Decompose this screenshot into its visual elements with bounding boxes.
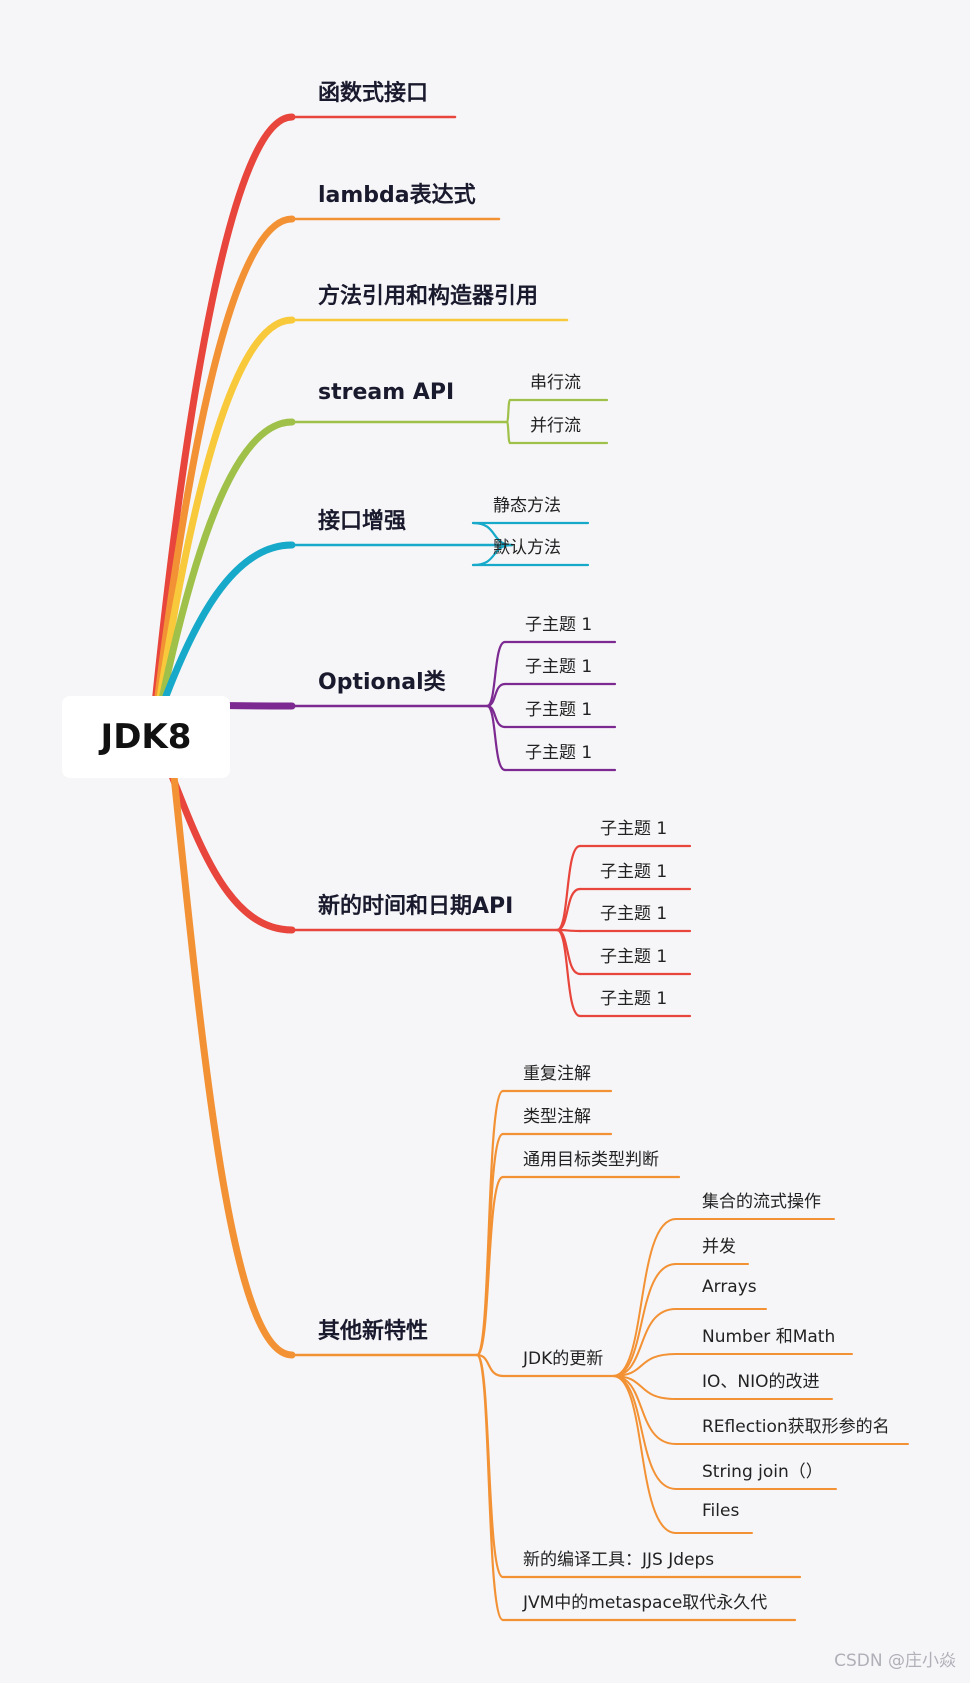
leaf-label-6[interactable]: REflection获取形参的名 [702, 1417, 890, 1437]
sub-label-6-4[interactable]: 子主题 1 [525, 743, 593, 763]
sub-connector-4-2 [505, 420, 512, 445]
leaf-label-8[interactable]: Files [702, 1501, 740, 1521]
branch-connector-1 [151, 113, 296, 708]
branch-label-6[interactable]: Optional类 [318, 670, 446, 695]
leaf-label-3[interactable]: Arrays [702, 1277, 757, 1297]
sub-label-6-1[interactable]: 子主题 1 [525, 615, 593, 635]
leaf-label-1[interactable]: 集合的流式操作 [702, 1192, 821, 1212]
sub-label-8-4[interactable]: JDK的更新 [523, 1349, 604, 1369]
sub-connector-7-5 [555, 928, 582, 1018]
branch-label-8[interactable]: 其他新特性 [318, 1319, 429, 1344]
sub-connector-8-3 [475, 1175, 505, 1357]
sub-label-5-1[interactable]: 静态方法 [493, 496, 561, 516]
sub-label-6-3[interactable]: 子主题 1 [525, 700, 593, 720]
sub-label-8-6[interactable]: JVM中的metaspace取代永久代 [523, 1593, 768, 1613]
leaf-connector-3 [612, 1308, 677, 1377]
leaf-label-7[interactable]: String join（） [702, 1462, 823, 1482]
branch-connector-5 [159, 541, 296, 708]
sub-label-7-2[interactable]: 子主题 1 [600, 862, 668, 882]
sub-connector-7-1 [555, 844, 582, 932]
sub-label-6-2[interactable]: 子主题 1 [525, 657, 593, 677]
sub-label-7-1[interactable]: 子主题 1 [600, 819, 668, 839]
branch-connector-7 [168, 772, 296, 934]
sub-connector-7-2 [555, 887, 582, 932]
sub-label-8-1[interactable]: 重复注解 [523, 1064, 591, 1084]
sub-label-7-3[interactable]: 子主题 1 [600, 904, 668, 924]
branch-label-5[interactable]: 接口增强 [318, 509, 407, 534]
branch-label-2[interactable]: lambda表达式 [318, 183, 476, 208]
sub-connector-7-4 [555, 928, 582, 976]
branch-connector-2 [153, 215, 296, 708]
leaf-connector-4 [612, 1353, 677, 1377]
sub-connector-8-4 [475, 1353, 505, 1378]
watermark: CSDN @庄小焱 [834, 1651, 956, 1671]
sub-label-8-2[interactable]: 类型注解 [523, 1107, 591, 1127]
sub-connector-8-6 [475, 1353, 505, 1622]
sub-label-5-2[interactable]: 默认方法 [493, 538, 561, 558]
leaf-connector-5 [612, 1375, 677, 1400]
leaf-connector-6 [612, 1375, 677, 1445]
branch-connector-4 [157, 418, 296, 708]
branch-label-1[interactable]: 函数式接口 [318, 81, 429, 106]
sub-connector-8-5 [475, 1353, 505, 1579]
branch-connector-3 [155, 316, 296, 708]
sub-connector-6-4 [485, 704, 507, 772]
branch-label-4[interactable]: stream API [318, 380, 455, 405]
sub-label-7-4[interactable]: 子主题 1 [600, 947, 668, 967]
sub-label-7-5[interactable]: 子主题 1 [600, 989, 668, 1009]
root-label: JDK8 [100, 717, 192, 757]
branch-connector-8 [170, 772, 296, 1359]
sub-label-4-2[interactable]: 并行流 [530, 416, 581, 436]
leaf-label-5[interactable]: IO、NIO的改进 [702, 1372, 820, 1392]
root-node[interactable]: JDK8 [62, 696, 230, 778]
sub-label-8-3[interactable]: 通用目标类型判断 [523, 1150, 659, 1170]
sub-label-8-5[interactable]: 新的编译工具：JJS Jdeps [523, 1550, 715, 1570]
sub-label-4-1[interactable]: 串行流 [530, 373, 581, 393]
branch-label-3[interactable]: 方法引用和构造器引用 [318, 284, 539, 309]
leaf-label-4[interactable]: Number 和Math [702, 1327, 836, 1347]
sub-connector-4-1 [505, 398, 512, 424]
branch-label-7[interactable]: 新的时间和日期API [318, 894, 514, 919]
leaf-connector-8 [612, 1375, 677, 1534]
leaf-connector-2 [612, 1263, 677, 1377]
leaf-label-2[interactable]: 并发 [702, 1237, 736, 1257]
leaf-connector-1 [612, 1218, 677, 1377]
